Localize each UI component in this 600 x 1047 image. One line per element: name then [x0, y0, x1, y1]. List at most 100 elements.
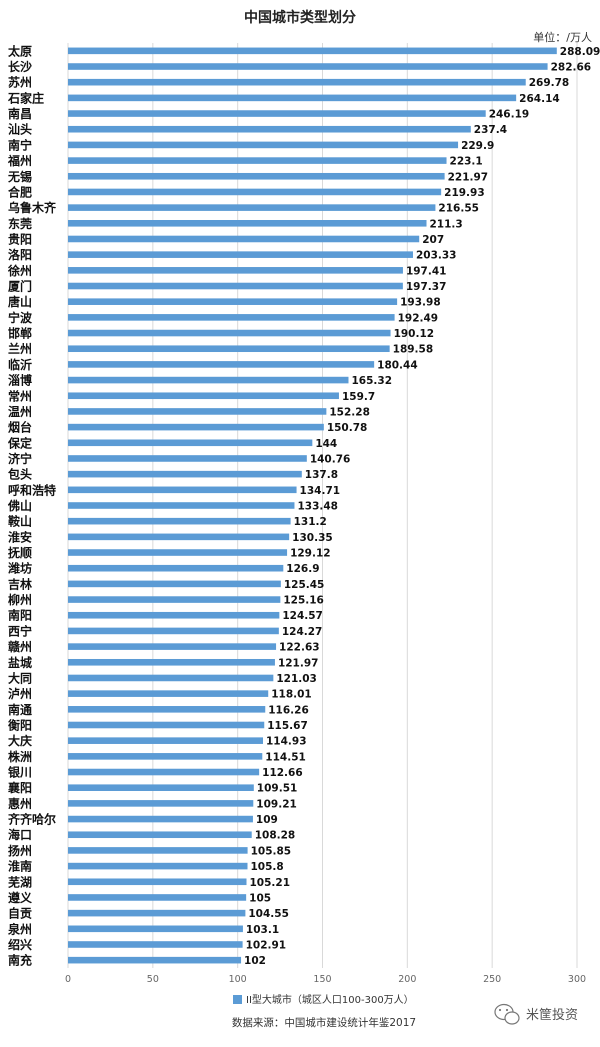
bar — [68, 596, 281, 603]
bar — [68, 172, 445, 180]
category-label: 大庆 — [8, 733, 32, 748]
category-label: 太原 — [8, 43, 32, 58]
value-label: 129.12 — [290, 548, 331, 560]
category-label: 福州 — [7, 153, 32, 168]
category-label: 鞍山 — [8, 514, 32, 529]
category-label: 宁波 — [8, 310, 33, 325]
category-label: 济宁 — [8, 451, 32, 466]
x-tick-label: 300 — [568, 974, 586, 985]
x-tick-label: 50 — [147, 974, 159, 985]
value-label: 207 — [422, 234, 444, 246]
category-label: 洛阳 — [8, 247, 32, 262]
value-label: 124.27 — [282, 626, 323, 638]
category-label: 潍坊 — [7, 561, 32, 576]
category-label: 抚顺 — [8, 545, 32, 560]
value-label: 126.9 — [286, 563, 319, 575]
category-label: 盐城 — [8, 655, 32, 670]
bar — [68, 502, 295, 509]
value-label: 109.51 — [257, 783, 298, 795]
value-label: 125.45 — [284, 579, 325, 591]
bar — [68, 925, 243, 933]
value-label: 103.1 — [246, 924, 279, 936]
bar — [68, 188, 442, 196]
value-label: 131.2 — [294, 516, 327, 528]
value-label: 104.55 — [248, 908, 289, 920]
value-label: 102 — [244, 955, 266, 967]
bar — [68, 314, 395, 321]
bar — [68, 157, 447, 164]
category-label: 淄博 — [8, 373, 32, 388]
value-label: 216.55 — [438, 203, 479, 215]
category-label: 株洲 — [8, 749, 32, 764]
bar — [68, 486, 297, 494]
value-label: 264.14 — [519, 93, 560, 105]
bar — [68, 533, 290, 541]
value-label: 105.8 — [251, 861, 284, 873]
x-tick-label: 250 — [483, 974, 501, 985]
bar — [68, 784, 254, 791]
bar — [68, 706, 266, 713]
category-label: 乌鲁木齐 — [8, 200, 57, 215]
category-label: 惠州 — [8, 796, 32, 811]
bar — [68, 753, 263, 760]
category-label: 佛山 — [7, 498, 32, 513]
category-label: 襄阳 — [7, 780, 32, 795]
bar — [68, 282, 403, 290]
bar — [68, 141, 459, 149]
category-label: 临沂 — [8, 357, 32, 372]
category-label: 汕头 — [8, 122, 32, 137]
bar — [68, 800, 254, 807]
value-label: 165.32 — [351, 375, 392, 387]
x-tick-label: 0 — [65, 974, 71, 985]
bar — [68, 94, 517, 102]
category-label: 齐齐哈尔 — [8, 812, 56, 827]
bar — [68, 894, 247, 901]
bar — [68, 611, 280, 619]
bar — [68, 862, 248, 870]
legend-label: II型大城市（城区人口100-300万人） — [246, 993, 414, 1006]
bar — [68, 690, 269, 697]
category-label: 邯郸 — [8, 326, 32, 341]
legend-swatch — [233, 995, 242, 1004]
category-label: 苏州 — [8, 75, 32, 90]
value-label: 115.67 — [267, 720, 308, 732]
chart-title: 中国城市类型划分 — [244, 9, 356, 26]
bar — [68, 439, 313, 447]
bar — [68, 831, 252, 839]
value-label: 282.66 — [551, 62, 592, 74]
category-label: 赣州 — [8, 639, 32, 654]
value-label: 229.9 — [461, 140, 494, 152]
value-label: 246.19 — [489, 109, 530, 121]
category-label: 贵阳 — [8, 231, 32, 246]
value-label: 159.7 — [342, 391, 375, 403]
x-axis-ticks: 0 50 100 150 200 250 300 — [65, 974, 586, 985]
value-label: 197.41 — [406, 265, 447, 277]
category-label: 自贡 — [8, 906, 32, 921]
value-label: 203.33 — [416, 250, 457, 262]
category-label: 芜湖 — [8, 874, 32, 889]
bar — [68, 815, 253, 823]
bar — [68, 267, 403, 274]
bar — [68, 847, 248, 854]
bar — [68, 204, 436, 211]
value-label: 219.93 — [444, 187, 485, 199]
value-label: 190.12 — [394, 328, 435, 340]
value-label: 105.85 — [251, 845, 292, 857]
bar — [68, 408, 327, 415]
value-label: 237.4 — [474, 124, 507, 136]
x-tick-label: 200 — [398, 974, 416, 985]
bar — [68, 47, 557, 55]
bar — [68, 125, 471, 133]
bar — [68, 956, 242, 964]
category-label: 柳州 — [8, 592, 32, 607]
category-label: 包头 — [7, 467, 32, 482]
bar — [68, 674, 274, 682]
category-label: 南通 — [8, 702, 32, 717]
legend: II型大城市（城区人口100-300万人） — [233, 993, 414, 1006]
bar — [68, 643, 277, 650]
category-label: 泸州 — [8, 686, 32, 701]
value-label: 114.51 — [265, 751, 306, 763]
category-labels: 太原长沙苏州石家庄南昌汕头南宁福州无锡合肥乌鲁木齐东莞贵阳洛阳徐州厦门唐山宁波邯… — [7, 43, 57, 967]
category-label: 银川 — [8, 765, 32, 780]
